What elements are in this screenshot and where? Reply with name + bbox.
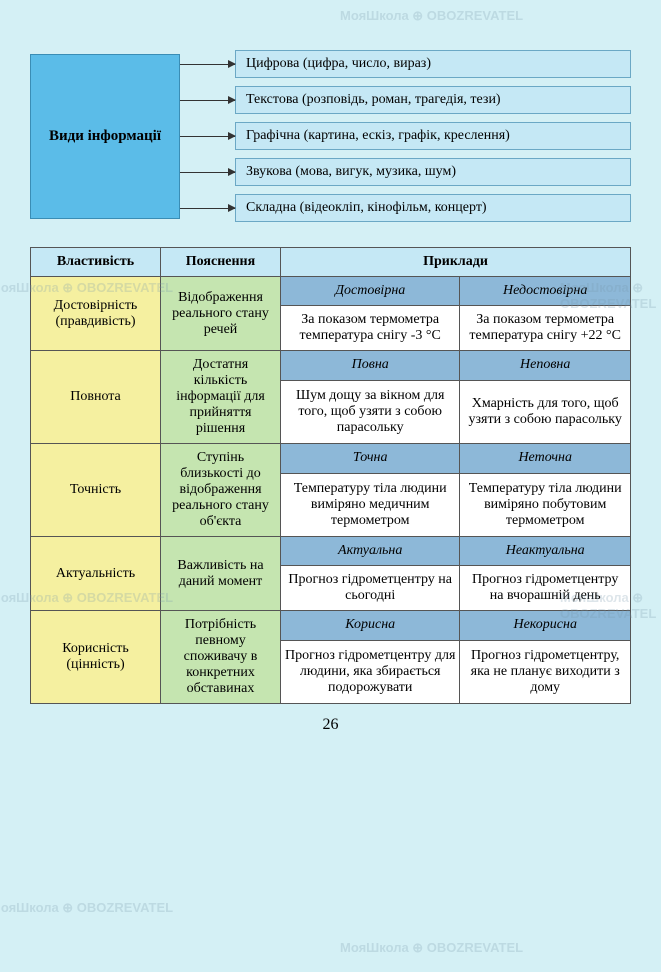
example-pos-label: Актуальна [281, 537, 460, 566]
example-neg-label: Неповна [460, 351, 631, 381]
table-row: Актуальність Важливість на даний момент … [31, 537, 631, 566]
example-pos: Прогноз гідрометцентру для людини, яка з… [281, 640, 460, 703]
example-pos-label: Достовірна [281, 277, 460, 306]
info-types-diagram: Види інформації Цифрова (цифра, число, в… [30, 50, 631, 222]
type-row: Текстова (розповідь, роман, трагедія, те… [180, 86, 631, 114]
col-examples: Приклади [281, 248, 631, 277]
diagram-title: Види інформації [49, 126, 161, 147]
type-box: Текстова (розповідь, роман, трагедія, те… [235, 86, 631, 114]
type-row: Складна (відеокліп, кінофільм, концерт) [180, 194, 631, 222]
example-pos-label: Точна [281, 444, 460, 474]
arrow-icon [180, 64, 235, 65]
table-row: Точність Ступінь близькості до відображе… [31, 444, 631, 474]
example-pos: Прогноз гідрометцентру на сьогодні [281, 566, 460, 611]
example-pos: Шум дощу за вікном для того, щоб узяти з… [281, 380, 460, 443]
property-cell: Корисність (цінність) [31, 611, 161, 704]
example-neg-label: Некорисна [460, 611, 631, 641]
properties-table: Властивість Пояснення Приклади Достовірн… [30, 247, 631, 704]
arrow-icon [180, 208, 235, 209]
type-box: Звукова (мова, вигук, музика, шум) [235, 158, 631, 186]
watermark: МояШкола ⊕ OBOZREVATEL [340, 940, 523, 956]
table-header-row: Властивість Пояснення Приклади [31, 248, 631, 277]
type-box: Цифрова (цифра, число, вираз) [235, 50, 631, 78]
property-cell: Достовірність (правдивість) [31, 277, 161, 351]
example-neg: Температуру тіла людини виміряно побутов… [460, 473, 631, 536]
example-neg: Хмарність для того, щоб узяти з собою па… [460, 380, 631, 443]
example-neg: Прогноз гідрометцентру на вчорашній день [460, 566, 631, 611]
table-row: Достовірність (правдивість) Відображення… [31, 277, 631, 306]
example-pos-label: Корисна [281, 611, 460, 641]
col-property: Властивість [31, 248, 161, 277]
arrow-icon [180, 100, 235, 101]
type-row: Графічна (картина, ескіз, графік, кресле… [180, 122, 631, 150]
example-pos: За показом термометра температура снігу … [281, 306, 460, 351]
example-neg-label: Неактуальна [460, 537, 631, 566]
watermark: МояШкола ⊕ OBOZREVATEL [0, 900, 173, 916]
page-number: 26 [30, 716, 631, 734]
explanation-cell: Важливість на даний момент [161, 537, 281, 611]
example-neg: Прогноз гідрометцентру, яка не планує ви… [460, 640, 631, 703]
example-neg: За показом термометра температура снігу … [460, 306, 631, 351]
explanation-cell: Потрібність певному споживачу в конкретн… [161, 611, 281, 704]
type-row: Звукова (мова, вигук, музика, шум) [180, 158, 631, 186]
example-neg-label: Недостовірна [460, 277, 631, 306]
diagram-types-list: Цифрова (цифра, число, вираз) Текстова (… [180, 50, 631, 222]
table-row: Корисність (цінність) Потрібність певном… [31, 611, 631, 641]
explanation-cell: Ступінь близькості до відображення реаль… [161, 444, 281, 537]
example-pos-label: Повна [281, 351, 460, 381]
property-cell: Точність [31, 444, 161, 537]
example-neg-label: Неточна [460, 444, 631, 474]
col-explanation: Пояснення [161, 248, 281, 277]
type-row: Цифрова (цифра, число, вираз) [180, 50, 631, 78]
arrow-icon [180, 136, 235, 137]
explanation-cell: Відображення реального стану речей [161, 277, 281, 351]
property-cell: Повнота [31, 351, 161, 444]
watermark: МояШкола ⊕ OBOZREVATEL [340, 8, 523, 24]
arrow-icon [180, 172, 235, 173]
type-box: Складна (відеокліп, кінофільм, концерт) [235, 194, 631, 222]
explanation-cell: Достатня кількість інформації для прийня… [161, 351, 281, 444]
example-pos: Температуру тіла людини виміряно медични… [281, 473, 460, 536]
property-cell: Актуальність [31, 537, 161, 611]
diagram-main-box: Види інформації [30, 54, 180, 219]
type-box: Графічна (картина, ескіз, графік, кресле… [235, 122, 631, 150]
table-row: Повнота Достатня кількість інформації дл… [31, 351, 631, 381]
